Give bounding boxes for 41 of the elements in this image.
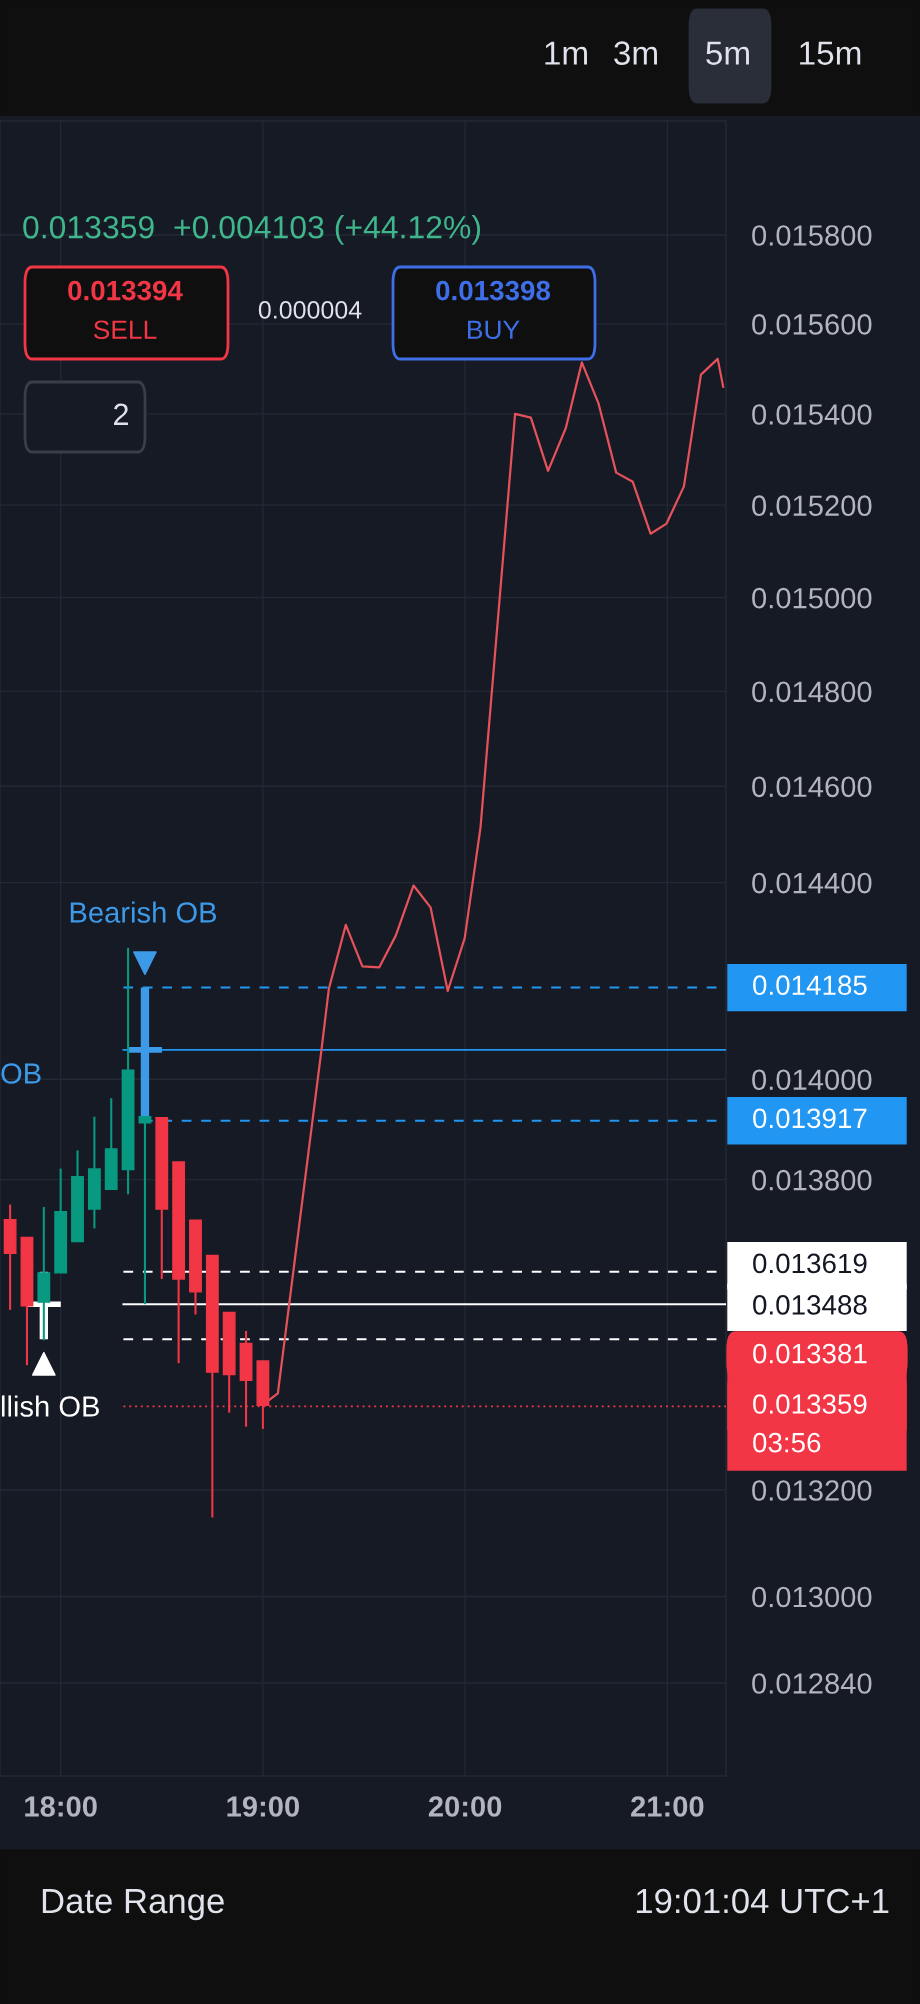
annotation: 0.013398 [436,280,551,301]
text: 3m [614,41,657,65]
x-tick-label: 18:00 [25,1796,97,1817]
ref-line-label: 0.013619 [753,1253,867,1274]
y-tick-label: 0.014000 [752,1069,872,1091]
text: 15m [800,41,861,65]
annotation: llish OB [1,1395,99,1417]
text: 0.013381 [753,1343,867,1364]
annotation: 0.013359 +0.004103 (+44.12%) [23,215,481,245]
annotation: 0.013394 [68,280,183,301]
annotation: 0.000004 [258,301,362,319]
y-tick-label: 0.015000 [752,587,872,609]
annotation: Bearish OB [70,901,217,923]
annotation: BUY [468,320,520,340]
x-tick-label: 21:00 [631,1796,704,1817]
y-tick-label: 0.014800 [752,681,872,703]
line-series [268,357,725,1401]
ref-line-label: 0.013917 [753,1108,867,1129]
text: 1m [545,41,587,65]
text: 5m [706,41,749,65]
y-tick-label: 0.015800 [752,225,872,246]
y-tick-label: 0.012840 [752,1673,872,1694]
y-tick-label: 0.014400 [752,872,872,894]
x-tick-label: 20:00 [428,1796,502,1817]
ref-line-label: 0.013359 [753,1394,867,1414]
y-tick-label: 0.014600 [752,776,872,798]
annotation: OB [1,1063,41,1084]
text: 03:56 [753,1432,821,1453]
y-tick-label: 0.015400 [752,404,872,425]
annotation: SELL [93,320,157,340]
y-tick-label: 0.013200 [752,1480,872,1501]
text: Date Range [42,1889,224,1921]
text: 19:01:04 UTC+1 [636,1888,889,1914]
annotation: 2 [114,403,128,425]
y-tick-label: 0.013800 [752,1169,872,1191]
ref-line-label: 0.013488 [753,1295,867,1315]
y-tick-label: 0.013000 [752,1586,872,1608]
ref-line-label: 0.014185 [753,975,867,996]
y-tick-label: 0.015200 [752,495,872,517]
x-tick-label: 19:00 [227,1796,299,1817]
y-tick-label: 0.015600 [752,314,872,335]
